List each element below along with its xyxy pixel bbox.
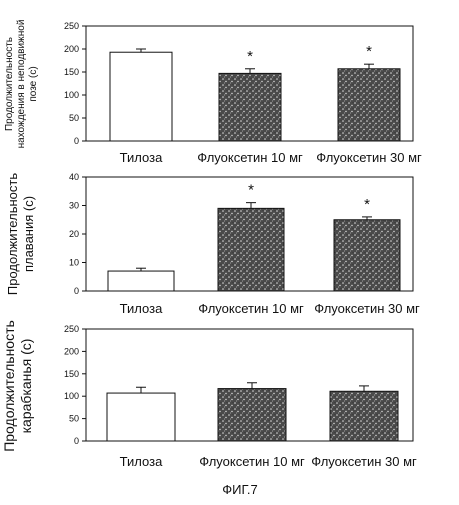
panel-1-category-label-2: Флуоксетин 10 мг: [197, 150, 303, 165]
panel-3-ylabel-line-1: Продолжительность: [1, 320, 17, 452]
panel-2-bar-1: [108, 271, 174, 291]
panel-2-ytick-label-40: 40: [69, 172, 79, 182]
panel-1-ylabel-line-3: позе (с): [28, 66, 39, 101]
panel-2-ytick-label-10: 10: [69, 258, 79, 268]
panel-2-bar-3: [334, 220, 400, 291]
panel-1-ytick-label-200: 200: [64, 44, 79, 54]
panel-2-category-label-1: Тилоза: [120, 301, 163, 316]
panel-2-category-label-2: Флуоксетин 10 мг: [198, 301, 304, 316]
panel-3-category-label-3: Флуоксетин 30 мг: [311, 454, 417, 469]
panel-1-ytick-label-50: 50: [69, 113, 79, 123]
panel-3-ytick-label-200: 200: [64, 346, 79, 356]
panel-1-ylabel-line-2: нахождения в неподвижной: [16, 20, 27, 149]
panel-2-ytick-label-20: 20: [69, 229, 79, 239]
panel-3-category-label-1: Тилоза: [120, 454, 163, 469]
panel-1-bar-2: [219, 73, 281, 141]
panel-1-bar-1: [110, 52, 172, 141]
panel-2-bar-2: [218, 208, 284, 291]
panel-2-ytick-label-0: 0: [74, 286, 79, 296]
panel-2-ylabel-line-1: Продолжительность: [5, 173, 20, 295]
figure-caption: ФИГ.7: [222, 482, 258, 497]
panel-1-significance-mark-3: *: [366, 43, 372, 60]
panel-3-bar-1: [107, 393, 175, 441]
panel-1-ytick-label-0: 0: [74, 136, 79, 146]
panel-3-ytick-label-250: 250: [64, 324, 79, 334]
panel-3-ytick-label-150: 150: [64, 369, 79, 379]
chart-marks: 050100150200250Тилоза*Флуоксетин 10 мг*Ф…: [64, 21, 422, 469]
panel-3-bar-3: [330, 391, 398, 441]
panel-1-ytick-label-250: 250: [64, 21, 79, 31]
panel-1-bar-3: [338, 69, 400, 141]
panel-1-ylabel-line-1: Продолжительность: [4, 37, 15, 131]
panel-2-category-label-3: Флуоксетин 30 мг: [314, 301, 420, 316]
panel-1-ytick-label-100: 100: [64, 90, 79, 100]
panel-2-ylabel-line-2: плавания (с): [21, 196, 36, 272]
panel-3-ytick-label-50: 50: [69, 414, 79, 424]
panel-2-ytick-label-30: 30: [69, 201, 79, 211]
panel-3-category-label-2: Флуоксетин 10 мг: [199, 454, 305, 469]
panel-3-ytick-label-100: 100: [64, 391, 79, 401]
panel-2-significance-mark-3: *: [364, 196, 370, 213]
panel-1-significance-mark-2: *: [247, 48, 253, 65]
panel-2-significance-mark-2: *: [248, 182, 254, 199]
panel-3-ylabel-line-2: карабканья (с): [18, 339, 34, 434]
panel-1-category-label-3: Флуоксетин 30 мг: [316, 150, 422, 165]
panel-3-ytick-label-0: 0: [74, 436, 79, 446]
panel-3-bar-2: [218, 389, 286, 441]
panel-1-category-label-1: Тилоза: [120, 150, 163, 165]
panel-1-ytick-label-150: 150: [64, 67, 79, 77]
